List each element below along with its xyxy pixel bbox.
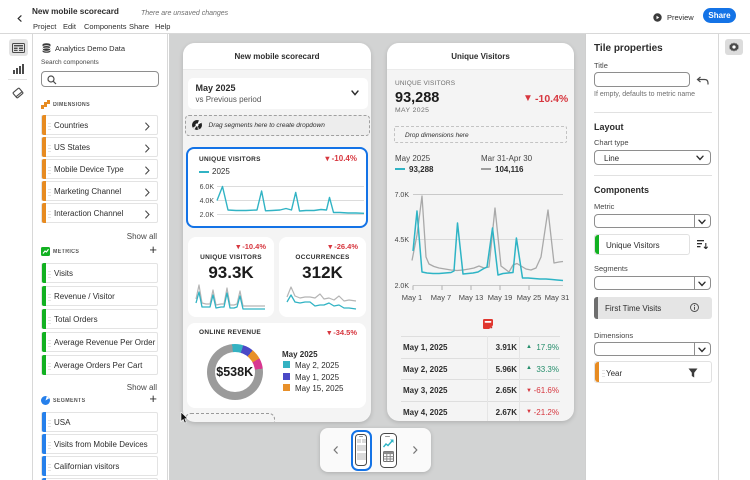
svg-text:6.0K: 6.0K (200, 184, 215, 191)
svg-text:May 31: May 31 (545, 293, 570, 302)
svg-text:4.5K: 4.5K (395, 237, 410, 244)
svg-text:7.0K: 7.0K (395, 192, 410, 199)
svg-text:2.0K: 2.0K (395, 283, 410, 290)
svg-text:May 19: May 19 (488, 293, 513, 302)
svg-text:May 25: May 25 (517, 293, 542, 302)
svg-text:2.0K: 2.0K (200, 212, 215, 219)
svg-text:May 7: May 7 (431, 293, 451, 302)
svg-text:May 1: May 1 (402, 293, 422, 302)
svg-text:May 13: May 13 (459, 293, 484, 302)
svg-text:4.0K: 4.0K (200, 198, 215, 205)
